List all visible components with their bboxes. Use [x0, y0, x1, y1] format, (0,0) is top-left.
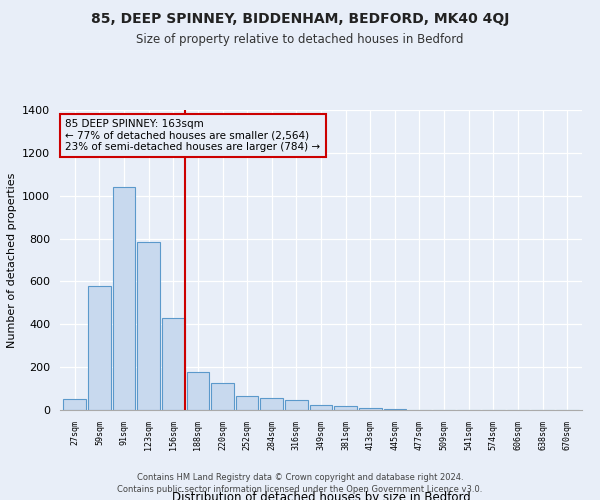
Text: 85, DEEP SPINNEY, BIDDENHAM, BEDFORD, MK40 4QJ: 85, DEEP SPINNEY, BIDDENHAM, BEDFORD, MK… — [91, 12, 509, 26]
Bar — [162, 318, 185, 410]
Bar — [137, 242, 160, 410]
Bar — [236, 396, 259, 410]
Bar — [187, 372, 209, 410]
Text: Contains HM Land Registry data © Crown copyright and database right 2024.: Contains HM Land Registry data © Crown c… — [137, 472, 463, 482]
Text: Size of property relative to detached houses in Bedford: Size of property relative to detached ho… — [136, 32, 464, 46]
Bar — [211, 383, 234, 410]
Text: 85 DEEP SPINNEY: 163sqm
← 77% of detached houses are smaller (2,564)
23% of semi: 85 DEEP SPINNEY: 163sqm ← 77% of detache… — [65, 119, 320, 152]
Bar — [113, 186, 136, 410]
Bar — [88, 286, 111, 410]
Y-axis label: Number of detached properties: Number of detached properties — [7, 172, 17, 348]
Bar — [310, 404, 332, 410]
Bar — [285, 400, 308, 410]
Bar — [334, 406, 357, 410]
Bar — [359, 408, 382, 410]
Bar — [64, 400, 86, 410]
X-axis label: Distribution of detached houses by size in Bedford: Distribution of detached houses by size … — [172, 492, 470, 500]
Text: Contains public sector information licensed under the Open Government Licence v3: Contains public sector information licen… — [118, 485, 482, 494]
Bar — [383, 409, 406, 410]
Bar — [260, 398, 283, 410]
